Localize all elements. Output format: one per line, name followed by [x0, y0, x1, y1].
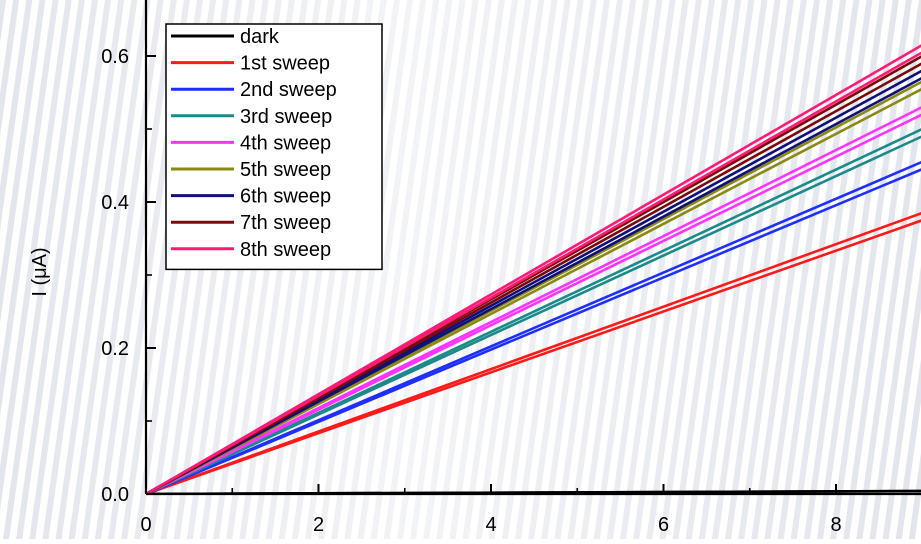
legend-box	[165, 23, 383, 271]
x-tick-label: 4	[485, 514, 496, 536]
legend-label: 7th sweep	[240, 212, 331, 234]
series-return-line-2nd-sweep	[146, 168, 921, 494]
legend-label: 5th sweep	[240, 159, 331, 181]
x-tick-label: 8	[830, 514, 841, 536]
series-return-line-8th-sweep	[146, 51, 921, 494]
y-tick-label: 0.6	[101, 46, 129, 68]
plot-area	[146, 44, 921, 494]
legend-label: dark	[240, 26, 280, 48]
legend-label: 3rd sweep	[240, 106, 332, 128]
series-return-line-6th-sweep	[146, 77, 921, 494]
legend-label: 1st sweep	[240, 53, 330, 75]
y-tick-label: 0.0	[101, 484, 129, 506]
axes	[144, 0, 921, 496]
series-return-line-5th-sweep	[146, 88, 921, 494]
series-return-line-1st-sweep	[146, 219, 921, 494]
series-return-line-3rd-sweep	[146, 135, 921, 494]
legend-label: 2nd sweep	[240, 79, 337, 101]
x-tick-label: 2	[313, 514, 324, 536]
legend-label: 4th sweep	[240, 132, 331, 154]
y-tick-label: 0.4	[101, 192, 129, 214]
tick-labels: 0.0 0.2 0.4 0.6 0 2 4 6 8	[101, 46, 841, 536]
legend: dark 1st sweep 2nd sweep 3rd sweep 4th sweep…	[165, 23, 383, 271]
y-tick-label: 0.2	[101, 338, 129, 360]
x-tick-label: 0	[140, 514, 151, 536]
series-return-line-7th-sweep	[146, 62, 921, 494]
series-return-line-4th-sweep	[146, 113, 921, 494]
y-axis-label: I (μA)	[29, 247, 51, 296]
x-tick-label: 6	[658, 514, 669, 536]
legend-label: 8th sweep	[240, 239, 331, 261]
legend-label: 6th sweep	[240, 186, 331, 208]
